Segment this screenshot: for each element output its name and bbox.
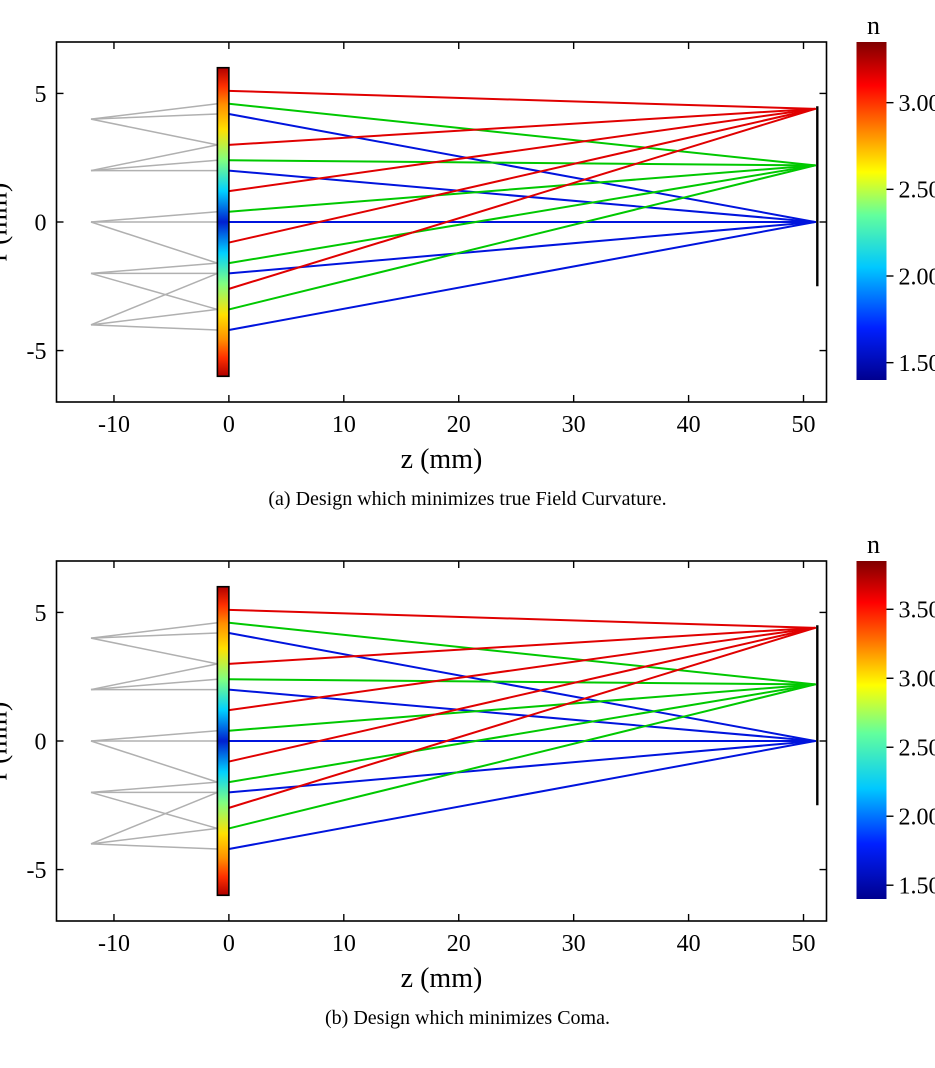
x-tick-label: 20 (447, 931, 471, 957)
colorbar-tick-label: 3.00 (899, 91, 935, 117)
x-axis-label: z (mm) (401, 444, 483, 475)
x-tick-label: 0 (223, 931, 235, 957)
x-tick-label: 40 (677, 412, 701, 438)
colorbar-tick-label: 2.50 (899, 178, 935, 204)
panel-a-caption: (a) Design which minimizes true Field Cu… (0, 488, 935, 511)
y-tick-label: 0 (35, 210, 47, 236)
panel-b-svg: -10 0 10 20 30 40 50 -5 0 5 z (mm) r (mm) 1.50 2.00 2.… (0, 539, 935, 1001)
colorbar-tick-label: 2.50 (899, 736, 935, 762)
y-tick-label: -5 (27, 339, 47, 365)
x-tick-label: 20 (447, 412, 471, 438)
x-axis-label: z (mm) (401, 963, 483, 994)
panel-a-svg: -10 0 10 20 30 40 50 -5 0 5 z (mm) r (mm) 1.50 2.00 2.… (0, 20, 935, 482)
x-tick-label: 30 (562, 412, 586, 438)
colorbar-title: n (867, 20, 880, 40)
x-tick-label: 40 (677, 931, 701, 957)
colorbar-tick-label: 3.00 (899, 667, 935, 693)
y-tick-label: -5 (27, 858, 47, 884)
x-tick-label: 50 (792, 412, 816, 438)
x-tick-label: -10 (98, 931, 130, 957)
colorbar-tick-label: 1.50 (899, 874, 935, 900)
lens (217, 68, 228, 377)
y-tick-label: 5 (35, 601, 47, 627)
y-axis-label: r (mm) (0, 702, 14, 781)
y-axis-label: r (mm) (0, 183, 14, 262)
colorbar-tick-label: 2.00 (899, 264, 935, 290)
colorbar-tick-label: 1.50 (899, 351, 935, 377)
figure: -1001020304050-505z (mm)r (mm)1.502.002.… (0, 0, 935, 1068)
panel-b-row: -10 0 10 20 30 40 50 -5 0 5 z (mm) r (mm) 1.50 2.00 2.… (0, 539, 935, 1001)
colorbar-bar (857, 42, 887, 380)
y-tick-label: 5 (35, 82, 47, 108)
x-tick-label: 0 (223, 412, 235, 438)
y-tick-label: 0 (35, 729, 47, 755)
x-tick-label: 10 (332, 931, 356, 957)
x-tick-label: -10 (98, 412, 130, 438)
lens (217, 587, 228, 896)
colorbar-tick-label: 3.50 (899, 598, 935, 624)
panel-a-row: -10 0 10 20 30 40 50 -5 0 5 z (mm) r (mm) 1.50 2.00 2.… (0, 20, 935, 482)
x-tick-label: 50 (792, 931, 816, 957)
colorbar-tick-label: 2.00 (899, 805, 935, 831)
colorbar-title: n (867, 539, 880, 559)
colorbar-bar (857, 561, 887, 899)
x-tick-label: 30 (562, 931, 586, 957)
panel-b-caption: (b) Design which minimizes Coma. (0, 1007, 935, 1030)
x-tick-label: 10 (332, 412, 356, 438)
